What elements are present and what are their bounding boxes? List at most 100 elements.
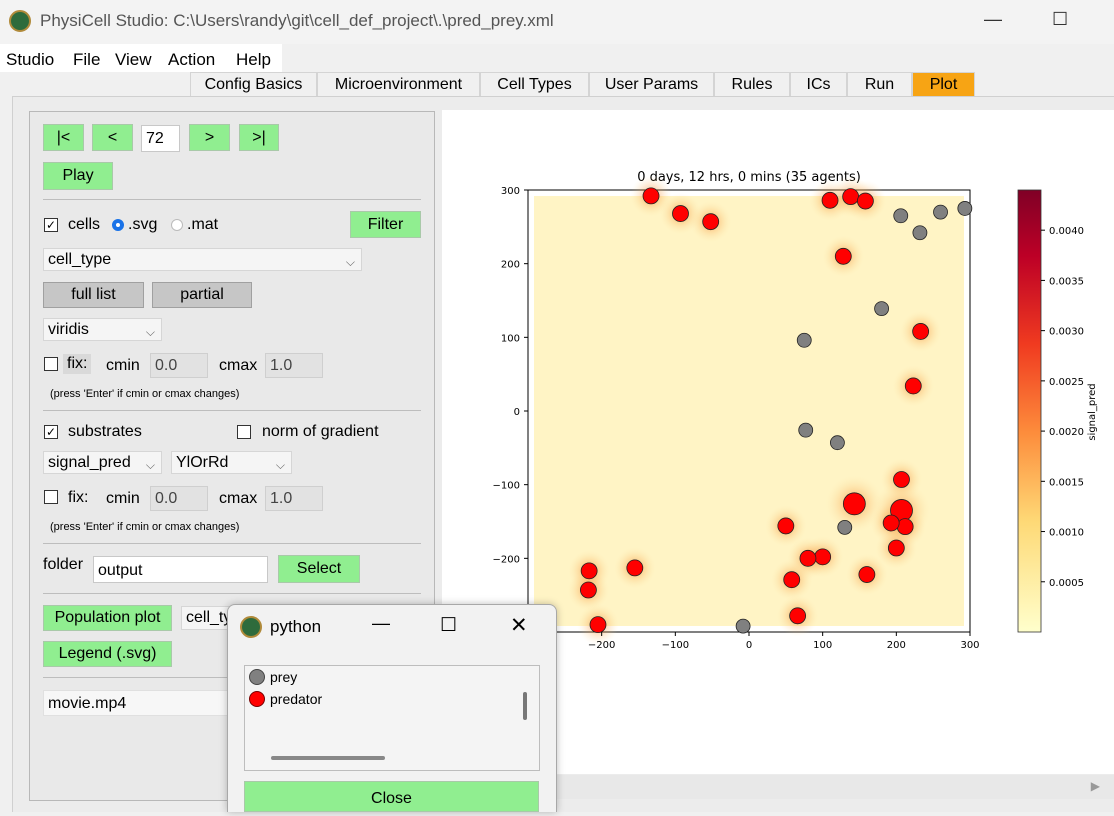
y-tick-label: 0 — [514, 407, 520, 418]
scroll-right-icon[interactable]: ▶ — [1090, 779, 1100, 793]
substrates-fix-checkbox[interactable] — [44, 490, 58, 504]
colorbar — [1017, 189, 1042, 633]
tab-rules[interactable]: Rules — [714, 72, 790, 96]
prey-marker — [249, 669, 265, 685]
menu-view[interactable]: View — [115, 50, 152, 69]
tab-microenvironment[interactable]: Microenvironment — [317, 72, 480, 96]
predator-cell — [887, 539, 905, 557]
tab-cell-types[interactable]: Cell Types — [480, 72, 589, 96]
colorbar-tick-label: 0.0030 — [1049, 327, 1084, 338]
prey-cell — [957, 201, 973, 216]
title-bar: PhysiCell Studio: C:\Users\randy\git\cel… — [0, 0, 1114, 44]
y-tick-label: −100 — [493, 481, 520, 492]
substrates-cmax-input[interactable]: 1.0 — [265, 486, 323, 511]
substrates-cmin-input[interactable]: 0.0 — [150, 486, 208, 511]
cell-scalar-value: cell_type — [48, 251, 112, 268]
chevron-down-icon: ⌵ — [345, 255, 355, 269]
prey-cell — [912, 225, 928, 241]
substrate-colormap-dropdown[interactable]: YlOrRd ⌵ — [171, 451, 292, 474]
y-tick-label: 100 — [501, 333, 520, 344]
select-folder-button[interactable]: Select — [278, 555, 360, 583]
movie-filename-input[interactable]: movie.mp4 — [43, 690, 243, 716]
vertical-scrollbar[interactable] — [523, 692, 527, 720]
gradient-checkbox[interactable] — [237, 425, 251, 439]
menu-help[interactable]: Help — [236, 50, 271, 69]
prey-cell — [933, 204, 948, 220]
prey-cell — [893, 208, 909, 224]
cell-scalar-dropdown[interactable]: cell_type ⌵ — [43, 248, 362, 271]
svg-radio[interactable] — [112, 219, 124, 231]
plot-title: 0 days, 12 hrs, 0 mins (35 agents) — [637, 170, 861, 185]
maximize-button[interactable]: ☐ — [440, 615, 458, 636]
population-plot-button[interactable]: Population plot — [43, 605, 172, 631]
cell-colormap-value: viridis — [48, 321, 89, 338]
chevron-down-icon: ⌵ — [145, 325, 155, 339]
folder-label: folder — [43, 556, 84, 573]
tab-run[interactable]: Run — [847, 72, 912, 96]
full-list-button[interactable]: full list — [43, 282, 144, 308]
menu-studio[interactable]: Studio — [6, 50, 55, 69]
predator-cell — [580, 562, 598, 580]
legend-svg-button[interactable]: Legend (.svg) — [43, 641, 172, 667]
x-tick-label: 0 — [746, 640, 752, 651]
cells-cmax-input[interactable]: 1.0 — [265, 353, 323, 378]
partial-button[interactable]: partial — [152, 282, 252, 308]
prey-cell — [796, 332, 812, 348]
cells-cmax-label: cmax — [219, 357, 258, 374]
frame-number-input[interactable]: 72 — [141, 125, 180, 152]
predator-cell — [842, 188, 860, 206]
cells-checkbox[interactable]: ✓ — [44, 218, 58, 232]
menu-action[interactable]: Action — [168, 50, 216, 69]
tab-user-params[interactable]: User Params — [589, 72, 714, 96]
cells-cmin-hint: (press 'Enter' if cmin or cmax changes) — [50, 388, 240, 400]
substrates-checkbox[interactable]: ✓ — [44, 425, 58, 439]
x-tick-label: 100 — [813, 640, 832, 651]
prey-cell — [874, 301, 890, 317]
x-tick-label: −200 — [588, 640, 615, 651]
window-title: PhysiCell Studio: C:\Users\randy\git\cel… — [40, 11, 554, 30]
substrates-cmax-label: cmax — [219, 490, 258, 507]
next-frame-button[interactable]: > — [189, 124, 230, 151]
filter-button[interactable]: Filter — [350, 211, 421, 238]
predator-legend-label: predator — [270, 691, 323, 707]
tab-plot[interactable]: Plot — [912, 72, 975, 96]
predator-cell — [856, 192, 874, 210]
menu-file[interactable]: File — [73, 50, 101, 69]
prey-legend-label: prey — [270, 669, 298, 685]
close-button[interactable]: Close — [244, 781, 539, 812]
maximize-button[interactable]: ☐ — [1052, 9, 1069, 29]
divider — [43, 199, 421, 200]
python-legend-window: python — ☐ ✕ prey predator Close — [227, 604, 557, 812]
substrates-cmin-hint: (press 'Enter' if cmin or cmax changes) — [50, 521, 240, 533]
predator-cell — [626, 559, 644, 577]
prev-frame-button[interactable]: < — [92, 124, 133, 151]
x-tick-label: −100 — [662, 640, 689, 651]
predator-cell — [642, 187, 660, 205]
predator-cell — [858, 566, 876, 583]
tab-ics[interactable]: ICs — [790, 72, 847, 96]
mat-radio[interactable] — [171, 219, 183, 231]
last-frame-button[interactable]: >| — [239, 124, 279, 151]
divider — [43, 410, 421, 411]
close-icon[interactable]: ✕ — [510, 614, 528, 637]
divider — [43, 593, 421, 594]
app-logo-icon — [9, 10, 31, 32]
tab-config-basics[interactable]: Config Basics — [190, 72, 317, 96]
horizontal-scrollbar[interactable] — [271, 756, 385, 760]
first-frame-button[interactable]: |< — [43, 124, 84, 151]
minimize-button[interactable]: — — [984, 9, 1002, 29]
predator-cell — [912, 323, 930, 340]
substrate-value: signal_pred — [48, 454, 131, 471]
substrates-fix-label: fix: — [68, 489, 89, 506]
folder-input[interactable]: output — [93, 556, 268, 583]
minimize-button[interactable]: — — [372, 613, 390, 633]
cell-colormap-dropdown[interactable]: viridis ⌵ — [43, 318, 162, 341]
substrate-dropdown[interactable]: signal_pred ⌵ — [43, 451, 162, 474]
colorbar-tick-label: 0.0025 — [1049, 377, 1084, 388]
cells-label: cells — [68, 216, 101, 233]
cells-fix-checkbox[interactable] — [44, 357, 58, 371]
python-window-title: python — [270, 617, 322, 636]
python-window-icon — [240, 616, 262, 638]
cells-cmin-input[interactable]: 0.0 — [150, 353, 208, 378]
play-button[interactable]: Play — [43, 162, 113, 190]
